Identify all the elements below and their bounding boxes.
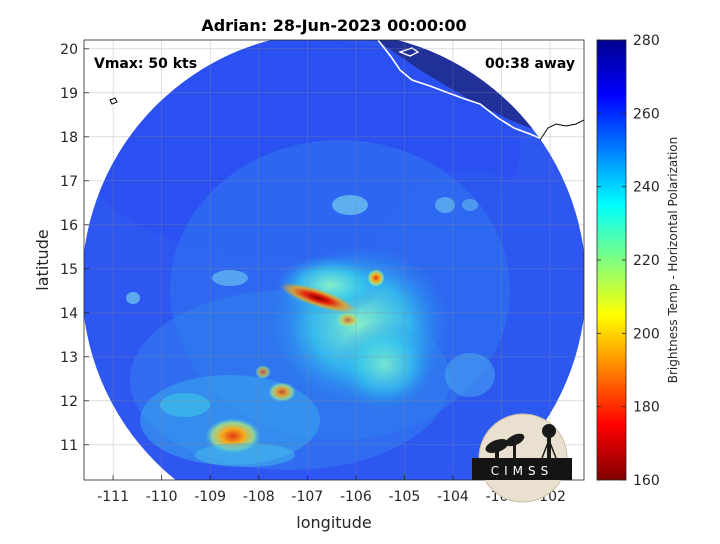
y-tick-label: 11 [60,438,78,454]
x-tick-label: -104 [437,489,469,505]
y-axis-label: latitude [33,229,52,290]
x-tick-label: -111 [97,489,129,505]
cimss-logo: CIMSS [472,413,572,503]
y-axis-ticks: 11 12 13 14 15 16 17 18 19 20 [60,42,89,454]
storm-core [279,282,357,314]
x-axis-label: longitude [296,513,371,532]
colorbar-tick-label: 280 [633,33,660,49]
x-tick-label: -105 [388,489,420,505]
x-tick-label: -109 [194,489,226,505]
y-tick-label: 14 [60,306,78,322]
colorbar-tick-label: 160 [633,473,660,489]
y-tick-label: 19 [60,86,78,102]
logo-text: CIMSS [491,464,554,478]
chart-title: Adrian: 28-Jun-2023 00:00:00 [201,16,466,35]
vmax-annotation: Vmax: 50 kts [94,56,197,72]
x-tick-label: -108 [243,489,275,505]
x-tick-label: -110 [146,489,178,505]
colorbar-tick-label: 180 [633,400,660,416]
y-tick-label: 20 [60,42,78,58]
colorbar-tick-label: 240 [633,180,660,196]
y-tick-label: 15 [60,262,78,278]
grid [84,40,584,480]
y-tick-label: 16 [60,218,78,234]
y-tick-label: 18 [60,130,78,146]
x-tick-label: -107 [291,489,323,505]
y-tick-label: 12 [60,394,78,410]
colorbar-tick-label: 260 [633,106,660,122]
colorbar [596,39,627,481]
y-tick-label: 17 [60,174,78,190]
colorbar-tick-label: 220 [633,253,660,269]
colorbar-label: Brightness Temp - Horizontal Polarizatio… [666,137,680,384]
x-tick-label: -106 [340,489,372,505]
y-tick-label: 13 [60,350,78,366]
plot-frame [83,39,585,481]
heatmap-image [84,40,584,480]
colorbar-ticks: 160 180 200 220 240 260 280 [597,33,660,489]
coastline [377,40,584,161]
time-away-annotation: 00:38 away [485,56,575,72]
colorbar-tick-label: 200 [633,326,660,342]
x-axis-ticks: -111 -110 -109 -108 -107 -106 -105 -104 -103 -102 [97,475,566,505]
